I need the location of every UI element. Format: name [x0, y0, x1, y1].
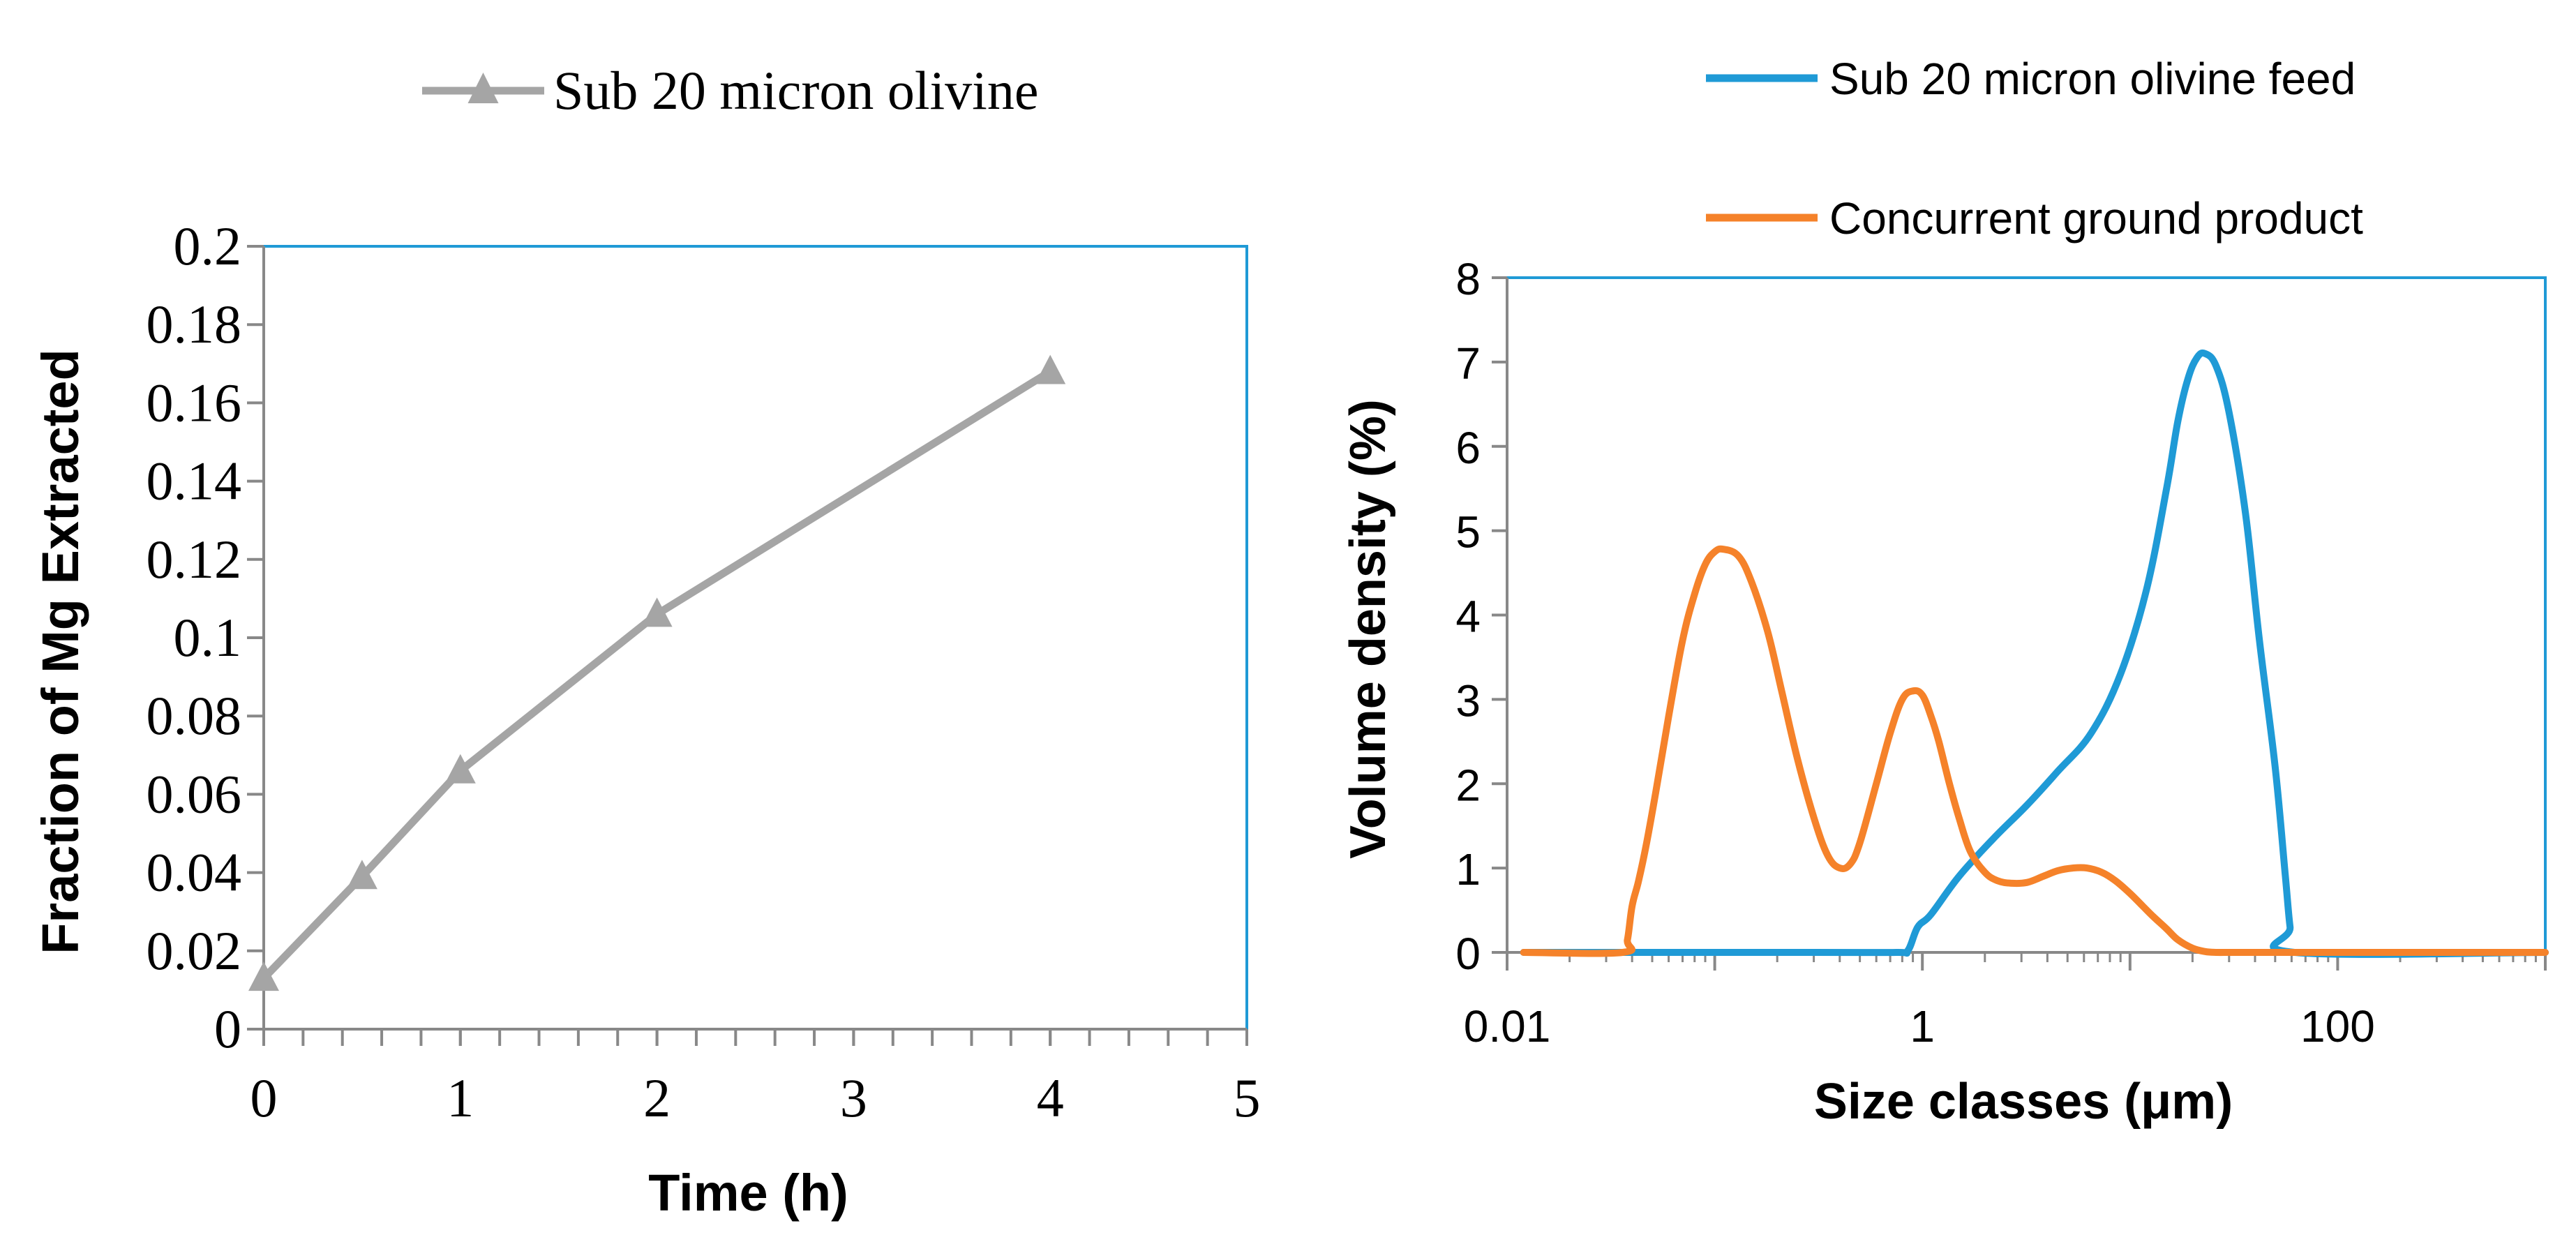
x-tick-label: 4 [1037, 1068, 1064, 1128]
legend-label: Concurrent ground product [1829, 193, 2363, 244]
data-point-triangle [1035, 354, 1066, 384]
legend-swatch-triangle [467, 73, 499, 103]
data-point-triangle [641, 597, 673, 627]
y-tick-label: 8 [1455, 254, 1481, 304]
plot-area-border [1506, 276, 2547, 954]
series-line-concurrent-ground-product [1520, 545, 2549, 957]
plot-area-border [262, 245, 1248, 1031]
series-line-sub-20-micron-olivine [261, 368, 1053, 981]
chart-volume-density: 0 1 2 3 4 5 6 7 8 0.01 1 100 Size classes (μm) Volume… [1340, 54, 2549, 1130]
y-axis-title: Fraction of Mg Extracted [31, 349, 89, 954]
y-tick-label: 5 [1455, 507, 1481, 557]
x-tick-label: 3 [840, 1068, 867, 1128]
y-tick-label: 0.12 [147, 529, 242, 590]
legend-label: Sub 20 micron olivine [553, 60, 1038, 121]
y-tick-label: 3 [1455, 675, 1481, 726]
y-tick-label: 0 [214, 998, 241, 1059]
x-tick-label: 0 [250, 1068, 278, 1128]
y-tick-label: 0.14 [147, 451, 242, 511]
series-line-olivine-feed [1520, 349, 2549, 958]
y-tick-label: 2 [1455, 760, 1481, 810]
x-tick-label: 100 [2300, 1001, 2375, 1051]
y-tick-label: 4 [1455, 592, 1481, 642]
y-axis-title: Volume density (%) [1340, 399, 1396, 859]
y-tick-label: 0.08 [147, 685, 242, 746]
y-tick-label: 7 [1455, 338, 1481, 389]
y-tick-label: 0.04 [147, 842, 242, 903]
x-axis-title: Time (h) [648, 1164, 848, 1222]
y-tick-label: 0.2 [174, 216, 242, 276]
x-tick-label: 1 [447, 1068, 474, 1128]
x-tick-label: 1 [1910, 1001, 1935, 1051]
x-axis-title: Size classes (μm) [1814, 1074, 2233, 1130]
y-tick-label: 0 [1455, 929, 1481, 979]
y-tick-label: 6 [1455, 423, 1481, 473]
y-tick-label: 1 [1455, 844, 1481, 894]
data-point-triangle [444, 754, 476, 784]
data-point-triangle [248, 961, 279, 991]
x-tick-label: 2 [643, 1068, 671, 1128]
y-tick-label: 0.16 [147, 372, 242, 433]
x-tick-label: 0.01 [1464, 1001, 1551, 1051]
x-tick-label: 5 [1234, 1068, 1261, 1128]
y-tick-label: 0.18 [147, 294, 242, 354]
chart-mg-extraction: 0 0.02 0.04 0.06 0.08 0.1 0.12 0.14 0.16 0.18 0.2 0… [31, 60, 1261, 1222]
data-point-triangle [346, 860, 377, 890]
legend-label: Sub 20 micron olivine feed [1829, 54, 2356, 104]
y-tick-label: 0.02 [147, 920, 242, 981]
y-tick-label: 0.06 [147, 763, 242, 824]
y-tick-label: 0.1 [174, 607, 242, 668]
